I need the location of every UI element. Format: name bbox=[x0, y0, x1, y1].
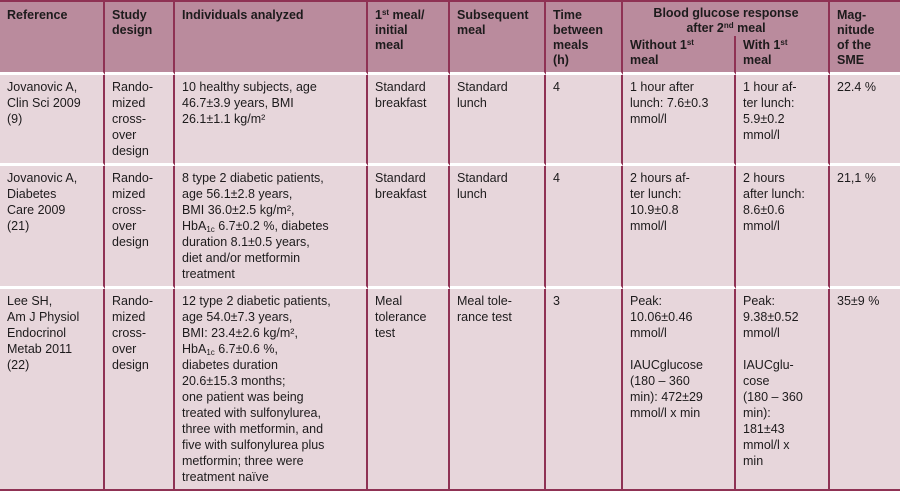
table-row: Lee SH, Am J Physiol Endocrinol Metab 2011(… bbox=[0, 289, 900, 489]
cell-with-first-meal: Peak: 9.38±0.52 mmol/l IAUCglu-cose (180 – 3… bbox=[736, 289, 831, 489]
cell-study-design: Rando-mized cross-over design bbox=[105, 75, 175, 166]
cell-with-first-meal: 1 hour af-ter lunch: 5.9±0.2 mmol/l bbox=[736, 75, 831, 166]
cell-subsequent-meal: Meal tole-rance test bbox=[450, 289, 546, 489]
cell-sme-magnitude: 22.4 % bbox=[830, 75, 900, 166]
col-header-blood-glucose-response-group: Blood glucose response after 2nd meal bbox=[623, 2, 831, 36]
cell-sme-magnitude: 21,1 % bbox=[830, 166, 900, 289]
header-row-sub: Without 1st meal With 1st meal bbox=[0, 36, 900, 75]
cell-individuals: 12 type 2 diabetic patients, age 54.0±7.3… bbox=[175, 289, 368, 489]
col-header-study-design: Study design bbox=[105, 2, 175, 75]
col-header-subsequent-meal: Subsequent meal bbox=[450, 2, 546, 75]
cell-without-first-meal: 1 hour after lunch: 7.6±0.3 mmol/l bbox=[623, 75, 736, 166]
cell-reference: Jovanovic A, Clin Sci 2009 (9) bbox=[0, 75, 105, 166]
cell-time-between-meals: 4 bbox=[546, 166, 623, 289]
col-header-sme-magnitude: Mag-nitude of the SME bbox=[830, 2, 900, 75]
col-header-reference: Reference bbox=[0, 2, 105, 75]
cell-first-meal: Standard breakfast bbox=[368, 75, 450, 166]
col-header-time-between-meals: Time between meals (h) bbox=[546, 2, 623, 75]
table-row: Jovanovic A, Diabetes Care 2009 (21) Rando-m… bbox=[0, 166, 900, 289]
col-header-first-meal: 1st meal/initial meal bbox=[368, 2, 450, 75]
cell-subsequent-meal: Standard lunch bbox=[450, 166, 546, 289]
cell-study-design: Rando-mized cross-over design bbox=[105, 166, 175, 289]
col-header-with-first-meal: With 1st meal bbox=[736, 36, 831, 75]
table-body: Jovanovic A, Clin Sci 2009 (9) Rando-mized c… bbox=[0, 75, 900, 489]
cell-individuals: 10 healthy subjects, age 46.7±3.9 years, … bbox=[175, 75, 368, 166]
table-row: Jovanovic A, Clin Sci 2009 (9) Rando-mized c… bbox=[0, 75, 900, 166]
col-header-individuals: Individuals analyzed bbox=[175, 2, 368, 75]
cell-reference: Lee SH, Am J Physiol Endocrinol Metab 2011(… bbox=[0, 289, 105, 489]
cell-without-first-meal: Peak: 10.06±0.46 mmol/l IAUCglucose (180 – 3… bbox=[623, 289, 736, 489]
header-row-main: Reference Study design Individuals analyzed… bbox=[0, 2, 900, 75]
cell-study-design: Rando-mized cross-over design bbox=[105, 289, 175, 489]
cell-first-meal: Meal tolerance test bbox=[368, 289, 450, 489]
table-header: Reference Study design Individuals analyzed… bbox=[0, 2, 900, 75]
cell-time-between-meals: 3 bbox=[546, 289, 623, 489]
cell-first-meal: Standard breakfast bbox=[368, 166, 450, 289]
cell-with-first-meal: 2 hours after lunch: 8.6±0.6 mmol/l bbox=[736, 166, 831, 289]
cell-individuals: 8 type 2 diabetic patients, age 56.1±2.8 … bbox=[175, 166, 368, 289]
cell-reference: Jovanovic A, Diabetes Care 2009 (21) bbox=[0, 166, 105, 289]
cell-without-first-meal: 2 hours af-ter lunch: 10.9±0.8 mmol/l bbox=[623, 166, 736, 289]
cell-time-between-meals: 4 bbox=[546, 75, 623, 166]
col-header-without-first-meal: Without 1st meal bbox=[623, 36, 736, 75]
cell-sme-magnitude: 35±9 % bbox=[830, 289, 900, 489]
cell-subsequent-meal: Standard lunch bbox=[450, 75, 546, 166]
